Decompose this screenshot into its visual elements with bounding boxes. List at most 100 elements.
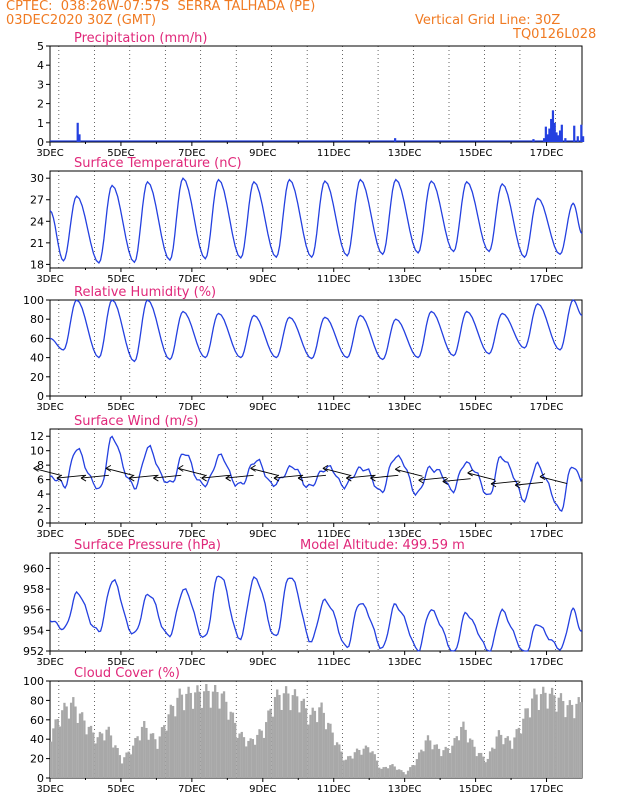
cloud-bar-50 <box>160 727 164 778</box>
xtick-wind-0: 3DEC <box>36 529 63 540</box>
cloud-bar-132 <box>342 760 345 778</box>
ytick-precip-1: 1 <box>37 117 44 130</box>
cloud-bar-138 <box>355 748 359 778</box>
xtick-wind-2: 7DEC <box>178 529 205 540</box>
cloud-bar-191 <box>473 746 476 778</box>
ytick-wind-6: 12 <box>30 430 44 443</box>
panel-annotation-pressure: Model Altitude: 499.59 m <box>300 538 465 553</box>
xtick-pressure-1: 5DEC <box>107 657 134 668</box>
series-line-rh <box>49 299 583 363</box>
cloud-bar-123 <box>322 712 325 778</box>
cloud-bar-220 <box>537 709 540 778</box>
cloud-bar-24 <box>103 740 106 778</box>
cloud-bar-168 <box>422 751 425 778</box>
cloud-bar-56 <box>174 716 177 778</box>
cloud-bar-126 <box>329 723 332 778</box>
cloud-bar-206 <box>506 736 509 778</box>
cloud-bar-194 <box>480 752 483 778</box>
cloud-bar-20 <box>94 743 97 778</box>
cloud-bar-6 <box>63 702 66 778</box>
cloud-bar-112 <box>298 712 301 778</box>
cloud-bar-79 <box>225 701 228 778</box>
cloud-bar-195 <box>482 756 485 778</box>
cloud-bar-229 <box>557 697 560 778</box>
cloud-bar-35 <box>127 751 130 778</box>
cloud-bar-44 <box>147 739 150 778</box>
ytick-precip-2: 2 <box>37 98 44 111</box>
ytick-rh-0: 0 <box>37 390 44 403</box>
xtick-temp-5: 13DEC <box>388 274 422 285</box>
cloud-bar-155 <box>393 766 396 778</box>
cloud-bar-76 <box>218 708 221 778</box>
cloud-bar-124 <box>324 729 328 778</box>
cloud-bar-19 <box>92 732 95 778</box>
cloud-bar-40 <box>138 740 141 778</box>
ytick-rh-4: 80 <box>30 313 44 326</box>
wind-arrow-2 <box>80 474 109 479</box>
cloud-bar-120 <box>316 722 319 778</box>
cloud-bar-114 <box>302 698 305 778</box>
xtick-pressure-5: 13DEC <box>388 657 422 668</box>
xtick-pressure-7: 17DEC <box>530 657 564 668</box>
xtick-rh-1: 5DEC <box>107 402 134 413</box>
cloud-bar-99 <box>269 708 272 778</box>
cloud-bar-221 <box>539 694 543 778</box>
cloud-bar-189 <box>468 738 472 778</box>
cloud-bar-222 <box>542 686 545 778</box>
cloud-bar-130 <box>338 744 341 778</box>
cloud-bar-98 <box>267 710 270 778</box>
cloud-bar-65 <box>194 692 197 778</box>
xtick-cloud-5: 13DEC <box>388 784 422 795</box>
precip-bar-2 <box>394 138 397 142</box>
cloud-bar-158 <box>400 770 403 778</box>
series-line-pressure <box>49 575 583 652</box>
wind-arrow-21 <box>539 476 568 484</box>
cloud-bar-18 <box>89 725 93 778</box>
xtick-precip-6: 15DEC <box>459 148 493 159</box>
cloud-bar-137 <box>353 752 356 778</box>
cloud-bar-29 <box>114 745 117 778</box>
xtick-wind-5: 13DEC <box>388 529 422 540</box>
cloud-bar-21 <box>96 737 99 778</box>
cloud-bar-154 <box>391 764 394 778</box>
cloud-bar-210 <box>515 729 518 778</box>
precip-bar-13 <box>558 130 562 142</box>
header-station: CPTEC: 038:26W-07:57S SERRA TALHADA (PE) <box>6 0 316 14</box>
cloud-bar-162 <box>409 767 412 778</box>
panel-pressure <box>46 552 583 655</box>
xtick-temp-3: 9DEC <box>249 274 276 285</box>
xtick-cloud-2: 7DEC <box>178 784 205 795</box>
cloud-bar-10 <box>72 697 75 778</box>
panel-title-cloud: Cloud Cover (%) <box>74 666 180 681</box>
panel-title-temp: Surface Temperature (nC) <box>74 156 242 171</box>
wind-arrow-6 <box>178 467 206 476</box>
ytick-rh-3: 60 <box>30 332 44 345</box>
cloud-bar-167 <box>420 749 423 778</box>
cloud-bar-163 <box>411 765 414 778</box>
cloud-bar-178 <box>444 746 447 778</box>
xtick-rh-6: 15DEC <box>459 402 493 413</box>
cloud-bar-94 <box>258 729 261 778</box>
cloud-bar-175 <box>437 748 441 778</box>
ytick-pressure-0: 952 <box>23 645 44 658</box>
xtick-pressure-2: 7DEC <box>178 657 205 668</box>
wind-arrow-19 <box>490 480 519 485</box>
xtick-rh-2: 7DEC <box>178 402 205 413</box>
ytick-wind-5: 10 <box>30 445 44 458</box>
wind-arrow-4 <box>129 474 158 479</box>
ytick-cloud-4: 80 <box>30 694 44 707</box>
precip-bar-19 <box>582 136 585 142</box>
ytick-precip-0: 0 <box>37 136 44 149</box>
xtick-rh-4: 11DEC <box>317 402 351 413</box>
cloud-bar-224 <box>546 708 549 778</box>
cloud-bar-177 <box>442 750 445 778</box>
xtick-precip-4: 11DEC <box>317 148 351 159</box>
cloud-bar-51 <box>163 725 166 778</box>
cloud-bar-140 <box>360 754 363 778</box>
cloud-bar-47 <box>154 739 157 778</box>
cloud-bar-109 <box>291 695 294 778</box>
panel-title-rh: Relative Humidity (%) <box>74 285 216 300</box>
ytick-temp-3: 27 <box>30 194 44 207</box>
cloud-bar-127 <box>331 732 334 778</box>
